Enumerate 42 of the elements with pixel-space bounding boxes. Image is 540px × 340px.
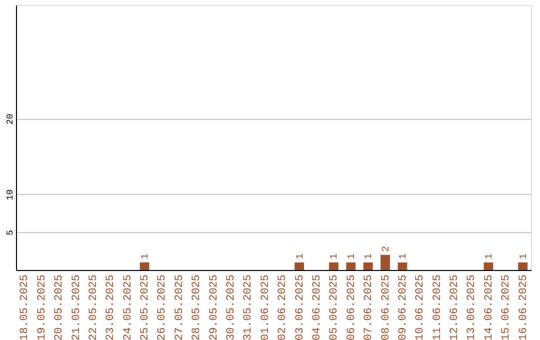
x-tick-label: 01.06.2025 <box>260 274 272 340</box>
data-label: 1 <box>330 253 341 260</box>
x-tick-label: 13.06.2025 <box>466 274 478 340</box>
x-tick-label: 15.06.2025 <box>500 274 513 340</box>
data-label: 1 <box>398 253 410 260</box>
x-tick-label: 20.05.2025 <box>54 274 66 340</box>
x-tick-label: 18.05.2025 <box>19 274 32 340</box>
x-tick-label: 10.06.2025 <box>414 274 427 340</box>
x-tick-label: 04.06.2025 <box>311 274 324 340</box>
x-tick-label: 19.05.2025 <box>36 274 48 340</box>
x-tick-label: 22.05.2025 <box>88 274 100 340</box>
x-tick-label: 25.05.2025 <box>140 274 152 340</box>
x-tick-label: 06.06.2025 <box>346 274 358 340</box>
x-tick-label: 14.06.2025 <box>483 274 496 340</box>
x-tick-label: 12.06.2025 <box>449 274 462 340</box>
y-tick-label: 20 <box>6 114 16 124</box>
data-label: 1 <box>295 253 306 260</box>
data-label: 1 <box>484 253 496 260</box>
x-tick-label: 27.05.2025 <box>174 274 186 340</box>
data-label: 1 <box>518 253 530 260</box>
x-tick-label: 21.05.2025 <box>70 274 83 340</box>
data-label: 2 <box>381 246 392 252</box>
y-tick-label: 5 <box>6 230 16 236</box>
y-tick-label: 10 <box>6 189 16 200</box>
x-tick-label: 16.06.2025 <box>518 274 530 340</box>
x-tick-label: 05.06.2025 <box>328 274 341 340</box>
x-tick-label: 02.06.2025 <box>277 274 290 340</box>
data-label: 1 <box>346 253 358 260</box>
x-tick-label: 07.06.2025 <box>363 274 376 340</box>
x-tick-label: 08.06.2025 <box>380 274 392 340</box>
x-tick-label: 26.05.2025 <box>156 274 169 340</box>
x-tick-label: 31.05.2025 <box>242 274 255 340</box>
x-tick-label: 28.05.2025 <box>191 274 204 340</box>
x-tick-label: 09.06.2025 <box>397 274 410 340</box>
x-tick-label: 30.05.2025 <box>226 274 238 340</box>
data-label: 1 <box>140 253 152 260</box>
data-label: 1 <box>364 253 376 260</box>
x-tick-label: 23.05.2025 <box>105 274 118 340</box>
x-tick-label: 03.06.2025 <box>294 274 306 340</box>
x-tick-label: 29.05.2025 <box>208 274 220 340</box>
x-tick-label: 11.06.2025 <box>432 274 444 340</box>
x-tick-label: 24.05.2025 <box>122 274 134 340</box>
